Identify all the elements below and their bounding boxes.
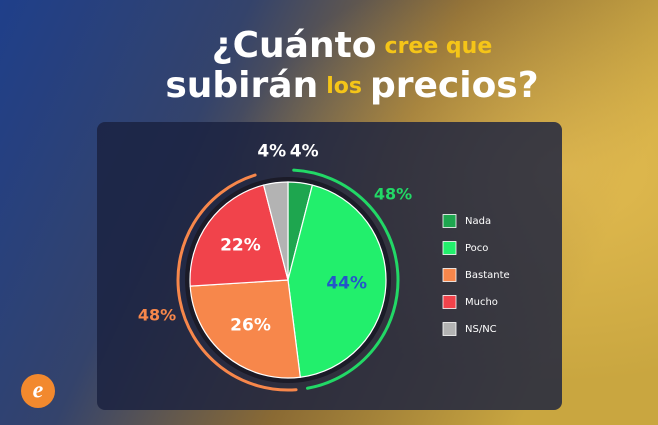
pie-slice <box>189 184 289 287</box>
value-label: 26% <box>230 315 271 335</box>
title-part: los <box>326 74 362 99</box>
group-arc <box>292 168 400 390</box>
legend-swatch <box>442 268 457 282</box>
group-arc <box>176 173 298 392</box>
title-part: subirán <box>165 65 318 106</box>
legend-swatch <box>442 214 457 228</box>
title-part: ¿Cuánto <box>212 25 377 66</box>
group-label: 48% <box>138 306 176 325</box>
logo-letter: e <box>33 378 44 404</box>
title-part: precios? <box>370 65 539 106</box>
legend-label: Bastante <box>465 270 510 281</box>
group-label: 48% <box>374 185 412 204</box>
legend-label: Poco <box>465 243 488 254</box>
title-part: cree que <box>385 34 493 59</box>
pie-slice <box>262 181 289 281</box>
pie-slice <box>287 184 387 378</box>
legend-swatch <box>442 322 457 336</box>
legend-swatch <box>442 241 457 255</box>
value-label: 4% <box>257 142 286 162</box>
legend-label: NS/NC <box>465 324 497 335</box>
legend-label: Mucho <box>465 297 498 308</box>
legend-swatch <box>442 295 457 309</box>
title-line: subirán los precios? <box>165 65 538 106</box>
logo <box>21 374 55 408</box>
value-label: 44% <box>326 274 367 294</box>
legend-label: Nada <box>465 216 491 227</box>
pie-slice <box>189 279 301 379</box>
title: ¿Cuánto cree que subirán los precios? <box>165 25 538 106</box>
value-label: 4% <box>290 142 319 162</box>
value-label: 22% <box>220 235 261 255</box>
title-line: ¿Cuánto cree que <box>212 25 493 66</box>
